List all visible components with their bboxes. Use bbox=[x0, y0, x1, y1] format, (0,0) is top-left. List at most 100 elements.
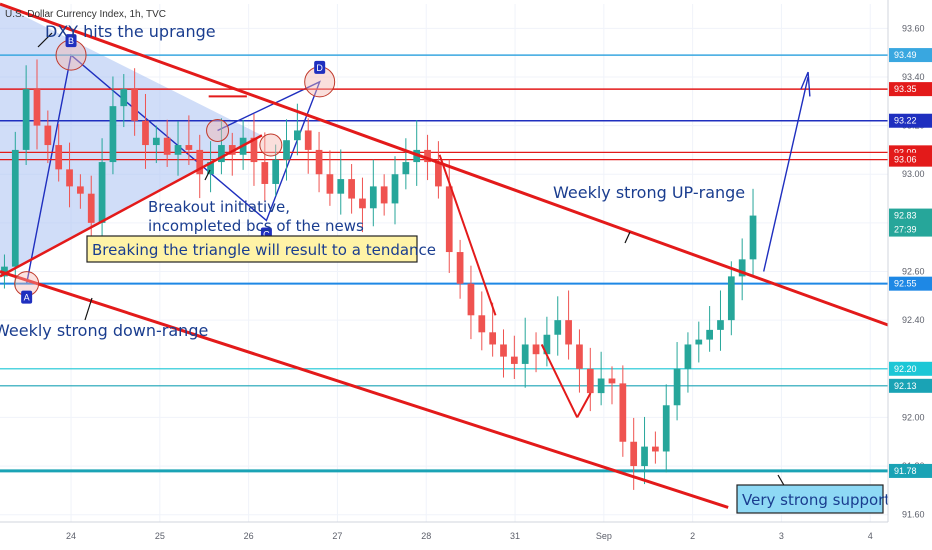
level-tag-label: 92.13 bbox=[894, 381, 917, 391]
pointer-arrow bbox=[37, 32, 53, 48]
pattern-circle bbox=[206, 118, 230, 142]
annotation-breakout-1: Breakout initiative, bbox=[148, 198, 290, 216]
candle bbox=[283, 140, 290, 160]
candle bbox=[684, 344, 692, 369]
pointer-arrow bbox=[84, 297, 93, 321]
candle bbox=[174, 145, 182, 155]
pattern-point-tag bbox=[21, 290, 33, 304]
level-tag-label: 93.49 bbox=[894, 50, 917, 60]
candle bbox=[586, 368, 594, 394]
candle bbox=[478, 315, 486, 333]
pattern-circle bbox=[259, 133, 283, 157]
countdown-label: 27:39 bbox=[894, 225, 917, 235]
level-tag bbox=[889, 82, 932, 97]
candle bbox=[55, 145, 63, 170]
annotation-up-range: Weekly strong UP-range bbox=[553, 183, 745, 202]
candle bbox=[749, 215, 757, 260]
candle bbox=[652, 446, 659, 452]
candle bbox=[359, 198, 366, 209]
candle bbox=[152, 137, 160, 146]
candle bbox=[673, 368, 681, 406]
candle bbox=[33, 89, 41, 126]
candle bbox=[489, 332, 497, 345]
candle bbox=[44, 125, 52, 146]
annotation-down-range: Weekly strong down-range bbox=[0, 321, 208, 340]
level-tag-label: 93.09 bbox=[894, 147, 917, 157]
level-tag bbox=[889, 378, 932, 393]
current-price-label: 92.83 bbox=[894, 211, 917, 221]
triangle-layer bbox=[0, 4, 321, 284]
pattern-zigzag bbox=[25, 53, 321, 284]
candle bbox=[109, 106, 117, 163]
candle bbox=[641, 446, 648, 467]
candle bbox=[120, 89, 128, 107]
level-tag bbox=[889, 463, 932, 478]
annotation-box-text: Breaking the triangle will result to a t… bbox=[92, 241, 436, 259]
level-tag-label: 91.78 bbox=[894, 466, 917, 476]
candle bbox=[22, 89, 30, 150]
pointer-arrow bbox=[204, 169, 211, 181]
candle bbox=[261, 162, 269, 184]
candle bbox=[727, 276, 735, 321]
level-tag bbox=[889, 152, 932, 167]
y-tick-label: 92.60 bbox=[902, 267, 925, 277]
x-tick-label: 28 bbox=[421, 531, 431, 541]
candle bbox=[77, 186, 84, 194]
candle bbox=[402, 162, 410, 175]
candle bbox=[326, 174, 334, 194]
candle bbox=[435, 162, 442, 187]
pattern-point-label: D bbox=[316, 63, 323, 73]
trend-line bbox=[0, 270, 729, 509]
x-tick-label: 3 bbox=[779, 531, 784, 541]
x-tick-label: 31 bbox=[510, 531, 520, 541]
pattern-point-b: B bbox=[65, 34, 77, 48]
x-tick-label: 26 bbox=[244, 531, 254, 541]
candle bbox=[619, 383, 627, 442]
candle bbox=[315, 149, 323, 175]
trend-layer bbox=[0, 2, 889, 509]
x-tick-label: Sep bbox=[596, 531, 612, 541]
annotation-layer: U.S. Dollar Currency Index, 1h, TVC DXY … bbox=[0, 9, 890, 514]
pattern-point-label: A bbox=[24, 293, 30, 303]
candle bbox=[445, 186, 453, 253]
projection-arrow bbox=[762, 76, 809, 272]
pattern-layer: A B C D bbox=[14, 32, 786, 488]
impulse-stroke bbox=[576, 392, 592, 418]
candle bbox=[717, 320, 724, 330]
pointer-arrow bbox=[624, 231, 631, 244]
level-tag bbox=[889, 361, 932, 376]
candle bbox=[369, 186, 377, 209]
pattern-point-tag bbox=[314, 60, 326, 74]
level-tag-label: 93.22 bbox=[894, 116, 917, 126]
time-axis-bg bbox=[0, 522, 932, 550]
candle bbox=[87, 193, 95, 223]
candle bbox=[424, 149, 431, 163]
candle bbox=[272, 159, 280, 184]
annotation-top: DXY hits the uprange bbox=[45, 22, 216, 41]
candle bbox=[543, 334, 551, 355]
x-tick-label: 2 bbox=[690, 531, 695, 541]
candle bbox=[337, 179, 345, 194]
y-tick-label: 92.40 bbox=[902, 315, 925, 325]
impulse-stroke bbox=[540, 344, 579, 418]
y-tick-label: 91.60 bbox=[902, 510, 925, 520]
candle bbox=[348, 179, 355, 199]
candle bbox=[565, 320, 572, 345]
candle bbox=[467, 283, 475, 316]
y-tick-label: 93.00 bbox=[902, 169, 925, 179]
y-tick-label: 92.00 bbox=[902, 412, 925, 422]
annotation-box-frame bbox=[86, 235, 418, 263]
x-tick-label: 25 bbox=[155, 531, 165, 541]
x-tick-label: 4 bbox=[868, 531, 873, 541]
candle bbox=[662, 405, 670, 452]
candle bbox=[218, 145, 225, 163]
candle bbox=[142, 120, 149, 146]
candle bbox=[98, 162, 106, 223]
candle bbox=[294, 130, 301, 141]
level-tag bbox=[889, 276, 932, 291]
level-tag bbox=[889, 48, 932, 63]
candle bbox=[630, 441, 638, 467]
pattern-point-a: A bbox=[21, 290, 33, 304]
